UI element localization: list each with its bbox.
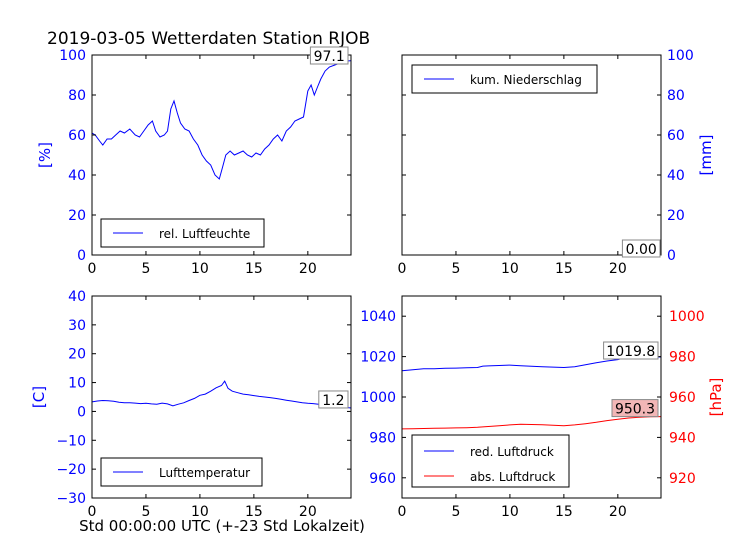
x-tick-label: 20: [609, 504, 627, 520]
humidity-last-value: 97.1: [314, 49, 345, 65]
x-tick-label: 20: [299, 261, 317, 277]
humidity-frame: [91, 54, 352, 256]
y-tick-label: 60: [68, 128, 86, 144]
y-tick-label: 30: [68, 318, 86, 334]
y-tick-label: 20: [68, 208, 86, 224]
y-tick-label: 980: [369, 430, 396, 446]
x-tick-label: 5: [141, 261, 150, 277]
figure-xlabel: Std 00:00:00 UTC (+-23 Std Lokalzeit): [79, 517, 365, 535]
humidity-ylabel: [%]: [36, 142, 54, 168]
x-tick-label: 15: [555, 504, 573, 520]
reduced-pressure-last-value: 1019.8: [606, 344, 655, 360]
figure-title: 2019-03-05 Wetterdaten Station RJOB: [47, 29, 370, 49]
precipitation-frame: [401, 54, 662, 256]
y-tick-label-right: 80: [667, 88, 685, 104]
x-tick-label: 5: [451, 504, 460, 520]
reduced-pressure-last-value-box: [603, 341, 659, 360]
legend-label: rel. Luftfeuchte: [159, 227, 250, 241]
temperature-last-value: 1.2: [322, 393, 344, 409]
y-tick-label-right: 40: [667, 168, 685, 184]
y-tick-label: 1020: [360, 350, 396, 366]
y-tick-label-right: 0: [667, 248, 676, 264]
x-tick-label: 20: [609, 261, 627, 277]
precipitation-ylabel: [mm]: [697, 135, 715, 176]
x-tick-label: 0: [398, 261, 407, 277]
y-tick-label-right: 1000: [669, 309, 705, 325]
legend-label: abs. Luftdruck: [470, 470, 555, 484]
y-tick-label: 40: [68, 289, 86, 305]
legend-label: kum. Niederschlag: [470, 73, 582, 87]
legend-label: red. Luftdruck: [470, 445, 554, 459]
absolute-pressure-line: [401, 416, 662, 430]
x-tick-label: 10: [501, 504, 519, 520]
y-tick-label: 960: [369, 471, 396, 487]
y-tick-label: 1040: [360, 309, 396, 325]
temperature-line: [91, 380, 352, 409]
temperature-chart: 0 5 10 15 20 −30 −20 −10 0 10 20 30 40 [C] 1.2 Lufttemp…: [30, 289, 352, 520]
y-tick-label-right: 940: [669, 430, 696, 446]
precipitation-chart: 0 5 10 15 20 0 20 40 60 80 100 [mm] 0.00 kum. Nieders…: [398, 48, 715, 277]
x-tick-label: 20: [299, 504, 317, 520]
legend-label: Lufttemperatur: [159, 466, 250, 480]
humidity-line: [91, 60, 352, 180]
y-tick-label-right: 60: [667, 128, 685, 144]
absolute-pressure-last-value-box: [611, 399, 659, 418]
y-tick-label: −20: [56, 462, 86, 478]
x-tick-label: 0: [88, 261, 97, 277]
humidity-last-value-box: [309, 46, 349, 65]
y-tick-label: 10: [68, 376, 86, 392]
temperature-ylabel: [C]: [30, 386, 48, 408]
precipitation-last-value: 0.00: [626, 242, 657, 258]
y-tick-label: 0: [77, 404, 86, 420]
x-tick-label: 15: [555, 261, 573, 277]
y-tick-label: 1000: [360, 390, 396, 406]
y-tick-label: −30: [56, 491, 86, 507]
temperature-last-value-box: [318, 390, 349, 409]
y-tick-label: 20: [68, 347, 86, 363]
x-tick-label: 15: [245, 504, 263, 520]
pressure-chart: 0 5 10 15 20 960 980 1000 1020 1040 920 940 960 980 10…: [360, 295, 725, 520]
y-tick-label-right: 20: [667, 208, 685, 224]
y-tick-label-right: 980: [669, 350, 696, 366]
absolute-pressure-last-value: 950.3: [615, 402, 655, 418]
x-tick-label: 10: [191, 261, 209, 277]
humidity-chart: 0 5 10 15 20 0 20 40 60 80 100 [%] 97.1 rel. Luftfeuc…: [36, 46, 352, 277]
temperature-frame: [91, 295, 352, 499]
x-tick-label: 0: [398, 504, 407, 520]
y-tick-label-right: 960: [669, 390, 696, 406]
y-tick-label: 40: [68, 168, 86, 184]
x-tick-label: 5: [451, 261, 460, 277]
legend-box: [411, 434, 570, 488]
x-tick-label: 10: [501, 261, 519, 277]
x-tick-label: 5: [141, 504, 150, 520]
y-tick-label: 100: [59, 48, 86, 64]
y-tick-label: 0: [77, 248, 86, 264]
y-tick-label: 80: [68, 88, 86, 104]
pressure-ylabel-right: [hPa]: [707, 378, 725, 417]
y-tick-label-right: 920: [669, 471, 696, 487]
y-tick-label-right: 100: [667, 48, 694, 64]
precipitation-last-value-box: [621, 239, 661, 258]
x-tick-label: 15: [245, 261, 263, 277]
y-tick-label: −10: [56, 433, 86, 449]
x-tick-label: 0: [88, 504, 97, 520]
x-tick-label: 10: [191, 504, 209, 520]
